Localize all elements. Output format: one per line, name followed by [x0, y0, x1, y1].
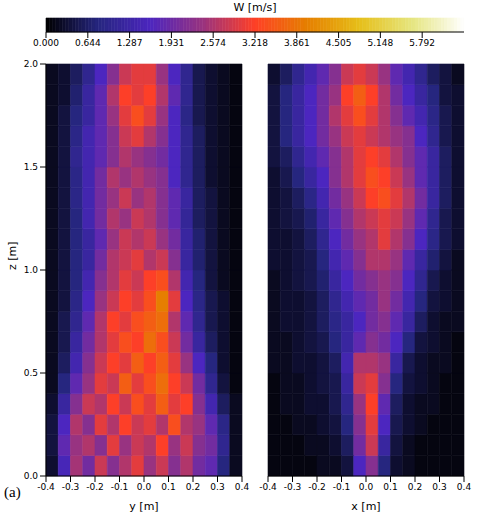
svg-text:3.218: 3.218 [242, 38, 268, 48]
svg-text:x [m]: x [m] [351, 500, 380, 513]
svg-text:0.0: 0.0 [24, 471, 39, 481]
svg-text:0.5: 0.5 [24, 368, 38, 378]
svg-text:2.0: 2.0 [24, 59, 39, 69]
svg-text:2.574: 2.574 [200, 38, 226, 48]
svg-text:1.0: 1.0 [24, 265, 39, 275]
svg-text:-0.4: -0.4 [37, 482, 55, 492]
svg-text:-0.2: -0.2 [308, 482, 326, 492]
svg-text:z [m]: z [m] [6, 241, 19, 270]
svg-text:-0.2: -0.2 [86, 482, 104, 492]
svg-text:-0.3: -0.3 [62, 482, 80, 492]
svg-text:0.1: 0.1 [161, 482, 175, 492]
svg-text:y [m]: y [m] [129, 500, 158, 513]
html-text:(a): (a) [4, 484, 21, 500]
svg-text:4.505: 4.505 [326, 38, 352, 48]
svg-text:0.0: 0.0 [137, 482, 152, 492]
svg-text:0.0: 0.0 [359, 482, 374, 492]
svg-text:-0.1: -0.1 [333, 482, 351, 492]
svg-text:0.2: 0.2 [186, 482, 200, 492]
svg-text:-0.1: -0.1 [111, 482, 129, 492]
svg-text:0.1: 0.1 [383, 482, 397, 492]
svg-text:0.4: 0.4 [235, 482, 250, 492]
svg-text:0.000: 0.000 [33, 38, 59, 48]
svg-text:0.644: 0.644 [75, 38, 101, 48]
svg-text:1.287: 1.287 [117, 38, 143, 48]
svg-text:1.931: 1.931 [159, 38, 185, 48]
svg-text:0.3: 0.3 [432, 482, 446, 492]
svg-text:0.3: 0.3 [210, 482, 224, 492]
svg-text:-0.4: -0.4 [259, 482, 277, 492]
html-text:W [m/s]: W [m/s] [233, 1, 277, 14]
svg-text:0.4: 0.4 [457, 482, 472, 492]
svg-text:1.5: 1.5 [24, 162, 38, 172]
svg-text:5.792: 5.792 [409, 38, 435, 48]
svg-text:-0.3: -0.3 [284, 482, 302, 492]
svg-text:0.2: 0.2 [408, 482, 422, 492]
svg-text:3.861: 3.861 [284, 38, 310, 48]
svg-text:5.148: 5.148 [367, 38, 393, 48]
